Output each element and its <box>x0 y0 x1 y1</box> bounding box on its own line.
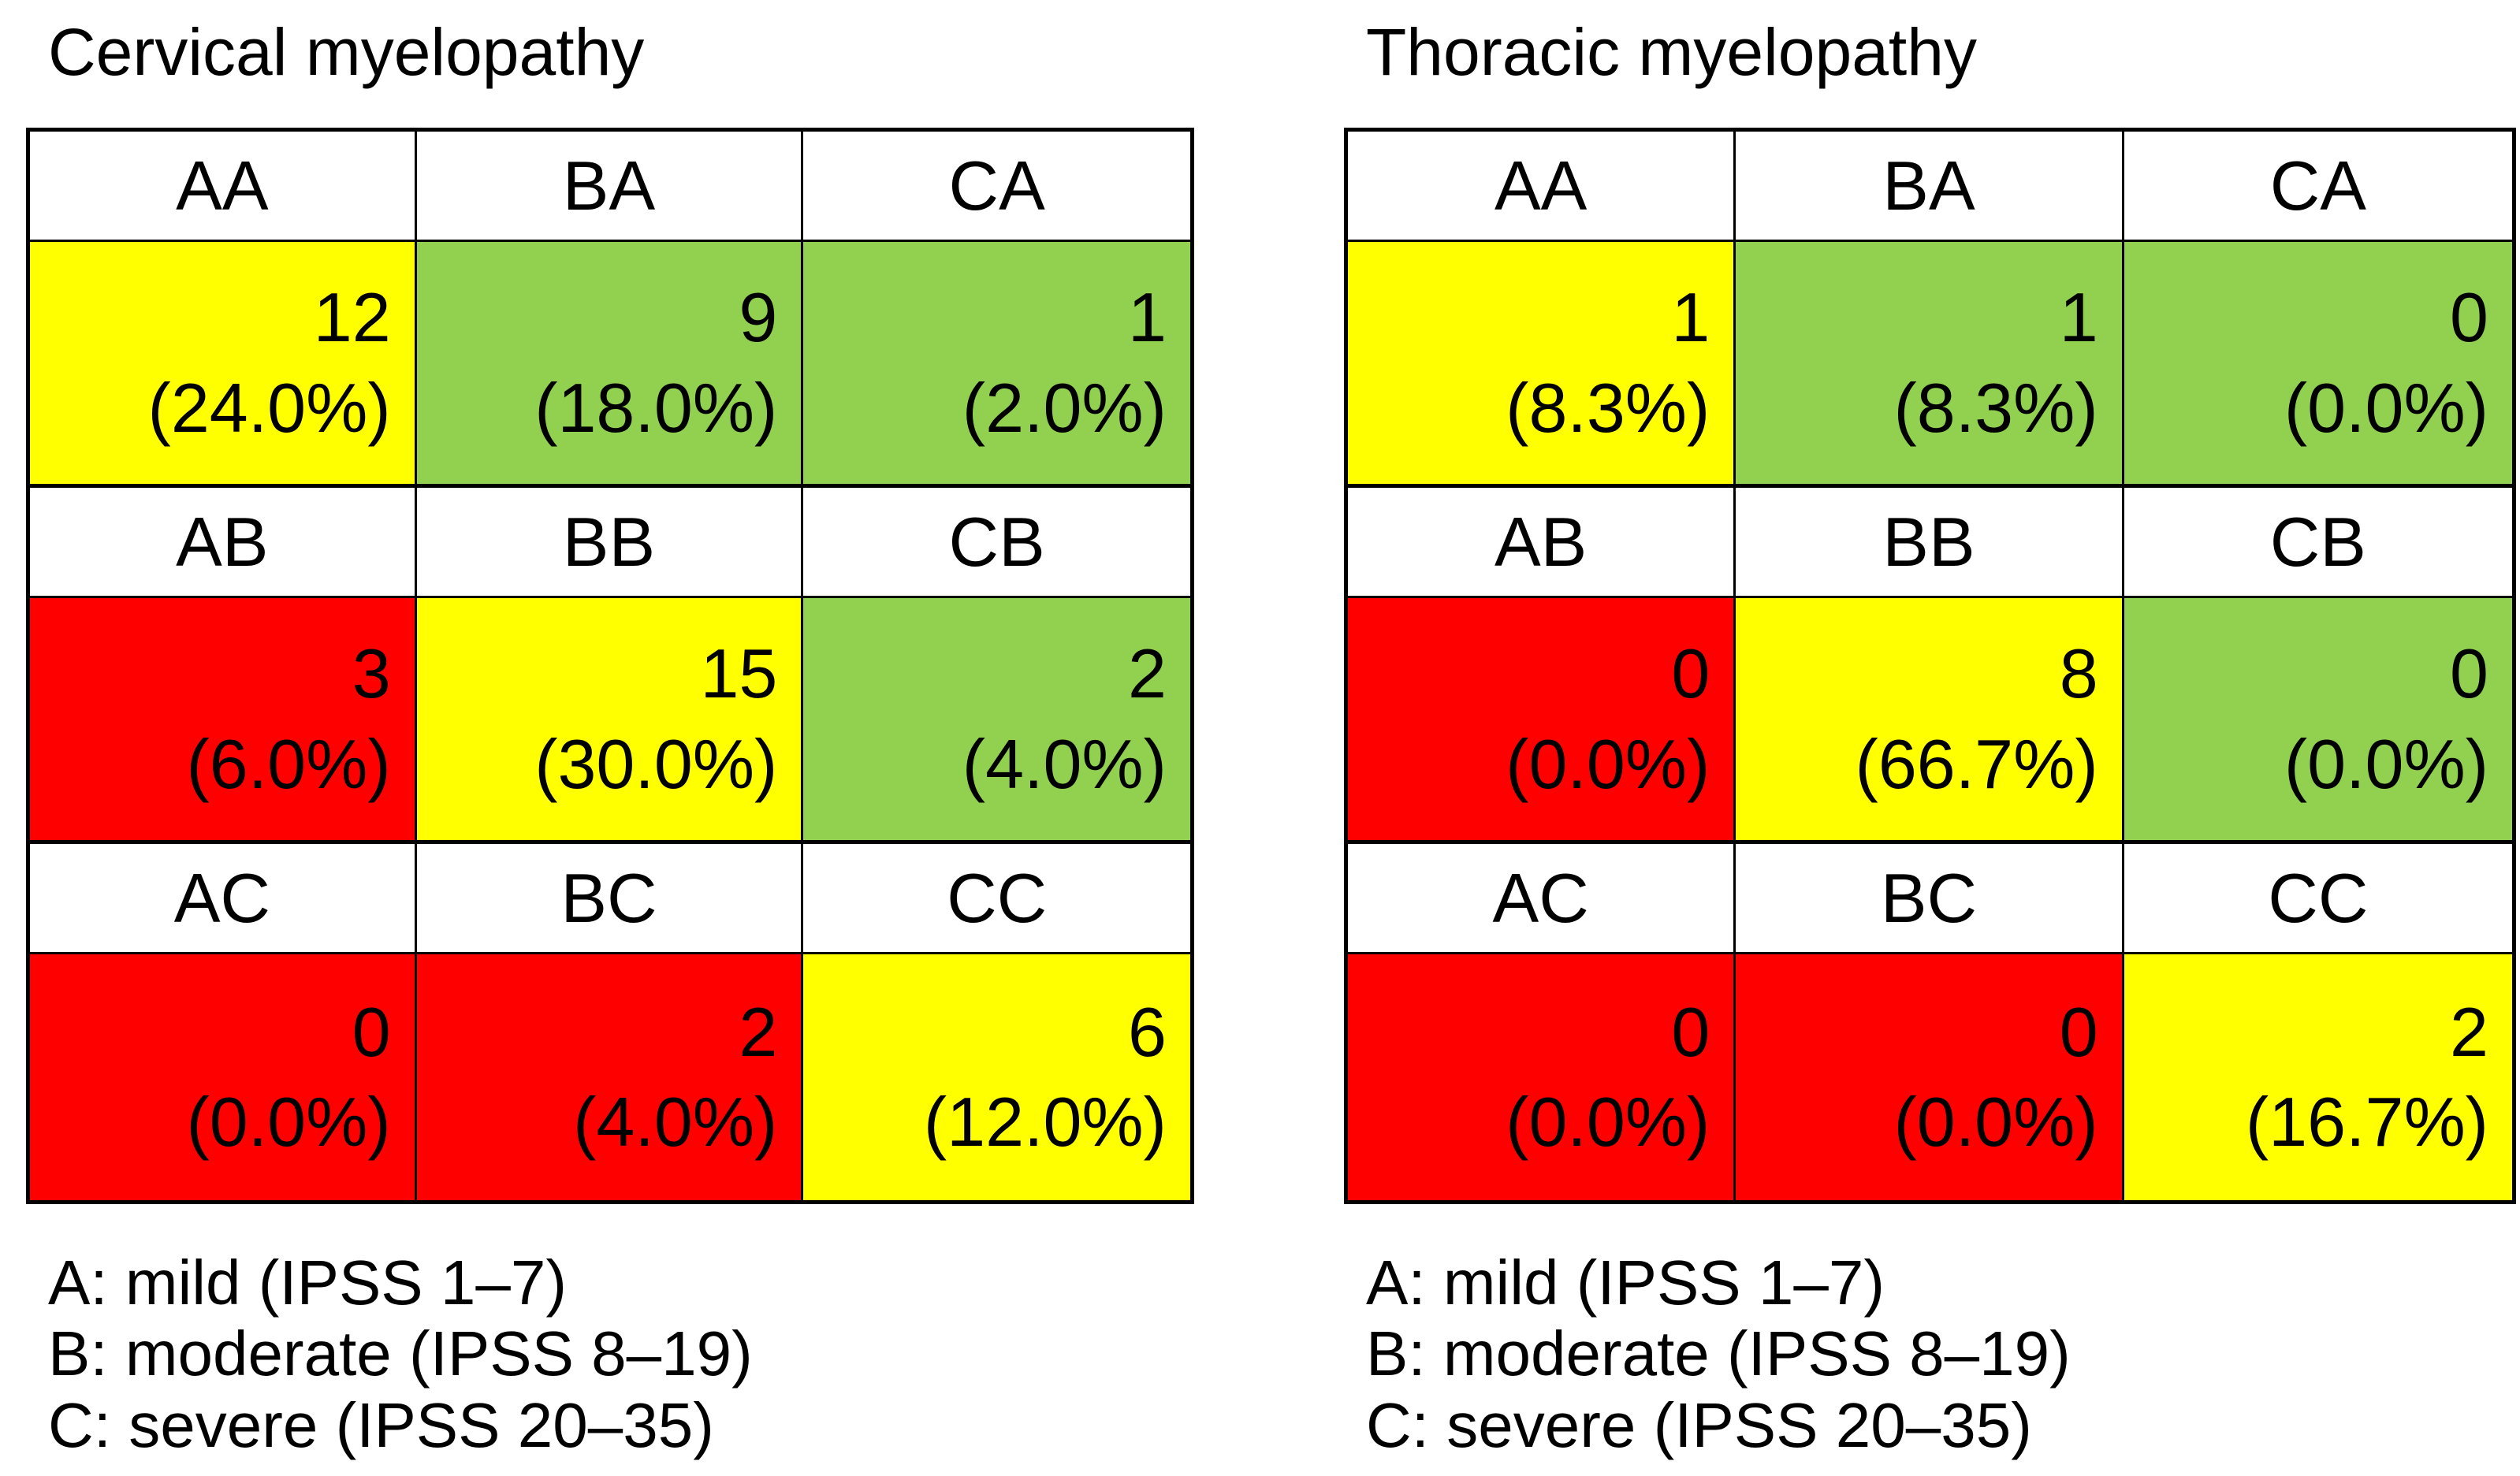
cell-percent: (0.0%) <box>1893 1083 2098 1161</box>
panel-cervical-myelopathy: Cervical myelopathy AA BA CA 12 (24.0%) … <box>26 0 1194 1461</box>
cell-percent: (0.0%) <box>1506 724 1710 803</box>
cell-header-ca: CA <box>2124 132 2512 242</box>
cell-percent: (0.0%) <box>2284 724 2488 803</box>
cell-count: 9 <box>739 278 778 357</box>
cell-count: 2 <box>739 992 778 1071</box>
cell-data-bb: 15 (30.0%) <box>416 598 804 844</box>
cell-data-cb: 0 (0.0%) <box>2124 598 2512 844</box>
cell-header-cb: CB <box>2124 488 2512 598</box>
cell-percent: (66.7%) <box>1855 724 2098 803</box>
matrix-table-thoracic: AA BA CA 1 (8.3%) 1 (8.3%) 0 (0.0%) AB B… <box>1344 128 2516 1204</box>
cell-percent: (0.0%) <box>186 1083 391 1161</box>
cell-percent: (12.0%) <box>923 1083 1167 1161</box>
cell-data-cc: 6 (12.0%) <box>803 954 1190 1200</box>
cell-data-bc: 0 (0.0%) <box>1736 954 2124 1200</box>
panel-title-cervical: Cervical myelopathy <box>48 15 645 89</box>
cell-header-ba: BA <box>1736 132 2124 242</box>
cell-header-cb: CB <box>803 488 1190 598</box>
cell-count: 1 <box>1128 278 1167 357</box>
legend-line-c: C: severe (IPSS 20–35) <box>1366 1389 2032 1460</box>
cell-count: 0 <box>2450 278 2488 357</box>
legend-line-a: A: mild (IPSS 1–7) <box>48 1247 568 1318</box>
cell-percent: (2.0%) <box>962 368 1167 447</box>
cell-percent: (8.3%) <box>1506 368 1710 447</box>
cell-percent: (8.3%) <box>1893 368 2098 447</box>
legend-line-c: C: severe (IPSS 20–35) <box>48 1389 714 1460</box>
cell-percent: (16.7%) <box>2245 1083 2488 1161</box>
cell-header-bc: BC <box>1736 844 2124 954</box>
cell-data-ca: 1 (2.0%) <box>803 242 1190 488</box>
cell-data-aa: 12 (24.0%) <box>30 242 417 488</box>
cell-header-bb: BB <box>1736 488 2124 598</box>
cell-count: 0 <box>2059 992 2098 1071</box>
cell-data-bc: 2 (4.0%) <box>416 954 804 1200</box>
cell-count: 0 <box>352 992 391 1071</box>
cell-percent: (24.0%) <box>147 368 391 447</box>
cell-header-ab: AB <box>30 488 417 598</box>
cell-data-ab: 3 (6.0%) <box>30 598 417 844</box>
cell-header-bb: BB <box>416 488 804 598</box>
cell-header-ab: AB <box>1348 488 1736 598</box>
cell-data-ab: 0 (0.0%) <box>1348 598 1736 844</box>
cell-data-ca: 0 (0.0%) <box>2124 242 2512 488</box>
cell-count: 1 <box>1671 278 1710 357</box>
cell-header-aa: AA <box>1348 132 1736 242</box>
cell-count: 0 <box>1671 992 1710 1071</box>
legend-line-a: A: mild (IPSS 1–7) <box>1366 1247 1885 1318</box>
cell-header-aa: AA <box>30 132 417 242</box>
cell-header-ca: CA <box>803 132 1190 242</box>
cell-header-ac: AC <box>30 844 417 954</box>
cell-data-cc: 2 (16.7%) <box>2124 954 2512 1200</box>
panel-title-thoracic: Thoracic myelopathy <box>1366 15 1977 89</box>
cell-data-bb: 8 (66.7%) <box>1736 598 2124 844</box>
cell-percent: (6.0%) <box>186 724 391 803</box>
cell-header-ac: AC <box>1348 844 1736 954</box>
cell-header-cc: CC <box>2124 844 2512 954</box>
legend-line-b: B: moderate (IPSS 8–19) <box>48 1318 753 1389</box>
cell-percent: (0.0%) <box>1506 1083 1710 1161</box>
cell-data-ac: 0 (0.0%) <box>30 954 417 1200</box>
matrix-table-cervical: AA BA CA 12 (24.0%) 9 (18.0%) 1 (2.0%) A… <box>26 128 1194 1204</box>
cell-count: 6 <box>1128 992 1167 1071</box>
cell-count: 2 <box>2450 992 2488 1071</box>
cell-count: 8 <box>2059 634 2098 713</box>
cell-count: 15 <box>700 634 778 713</box>
cell-count: 0 <box>1671 634 1710 713</box>
legend-thoracic: A: mild (IPSS 1–7) B: moderate (IPSS 8–1… <box>1366 1247 2516 1461</box>
cell-percent: (18.0%) <box>534 368 778 447</box>
cell-count: 1 <box>2059 278 2098 357</box>
cell-count: 3 <box>352 634 391 713</box>
cell-count: 2 <box>1128 634 1167 713</box>
cell-header-bc: BC <box>416 844 804 954</box>
cell-count: 0 <box>2450 634 2488 713</box>
cell-percent: (30.0%) <box>534 724 778 803</box>
cell-data-ba: 1 (8.3%) <box>1736 242 2124 488</box>
legend-cervical: A: mild (IPSS 1–7) B: moderate (IPSS 8–1… <box>48 1247 1194 1461</box>
cell-header-cc: CC <box>803 844 1190 954</box>
cell-data-ac: 0 (0.0%) <box>1348 954 1736 1200</box>
legend-line-b: B: moderate (IPSS 8–19) <box>1366 1318 2071 1389</box>
cell-percent: (0.0%) <box>2284 368 2488 447</box>
cell-percent: (4.0%) <box>962 724 1167 803</box>
cell-data-aa: 1 (8.3%) <box>1348 242 1736 488</box>
cell-count: 12 <box>313 278 391 357</box>
panel-thoracic-myelopathy: Thoracic myelopathy AA BA CA 1 (8.3%) 1 … <box>1344 0 2516 1461</box>
cell-data-ba: 9 (18.0%) <box>416 242 804 488</box>
cell-data-cb: 2 (4.0%) <box>803 598 1190 844</box>
cell-percent: (4.0%) <box>573 1083 778 1161</box>
cell-header-ba: BA <box>416 132 804 242</box>
